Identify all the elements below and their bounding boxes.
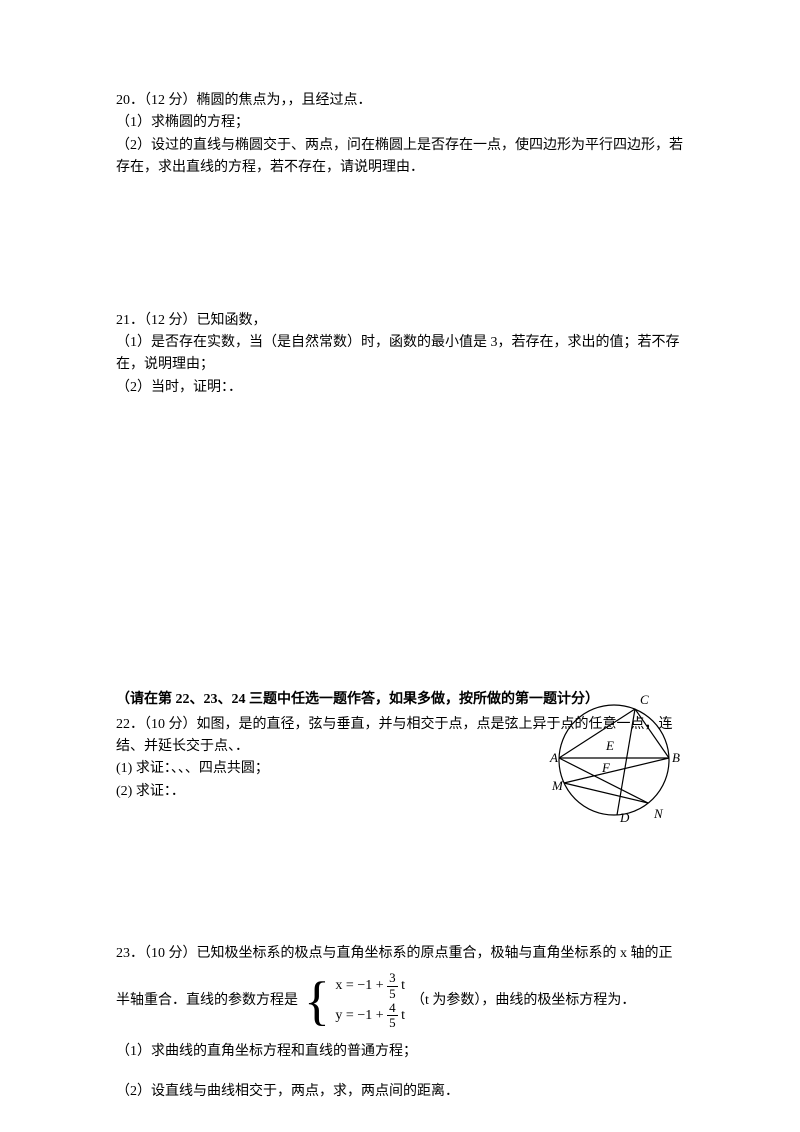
svg-text:E: E <box>605 738 614 753</box>
problem-23: 23．（10 分）已知极坐标系的极点与直角坐标系的原点重合，极轴与直角坐标系的 … <box>116 943 684 1103</box>
svg-text:A: A <box>549 750 558 765</box>
problem-20: 20．（12 分）椭圆的焦点为，，且经过点． （1）求椭圆的方程； （2）设过的… <box>116 90 684 180</box>
p20-q2: （2）设过的直线与椭圆交于、两点，问在椭圆上是否存在一点，使四边形为平行四边形，… <box>116 135 684 180</box>
p20-title: 20．（12 分）椭圆的焦点为，，且经过点． <box>116 90 684 112</box>
p23-q2: （2）设直线与曲线相交于，两点，求，两点间的距离． <box>116 1081 684 1103</box>
p23-q1: （1）求曲线的直角坐标方程和直线的普通方程； <box>116 1041 684 1063</box>
svg-text:F: F <box>601 760 611 775</box>
problem-21: 21．（12 分）已知函数， （1）是否存在实数，当（是自然常数）时，函数的最小… <box>116 310 684 400</box>
svg-text:D: D <box>619 810 630 825</box>
formula-x-prefix: x = −1 + <box>335 978 387 993</box>
p21-q2: （2）当时，证明：． <box>116 377 684 399</box>
parametric-formula: { x = −1 + 35 t y = −1 + 45 t <box>304 971 405 1030</box>
circle-diagram: A B C D EF M N <box>544 690 684 838</box>
p21-q1: （1）是否存在实数，当（是自然常数）时，函数的最小值是 3，若存在，求出的值；若… <box>116 332 684 377</box>
svg-text:N: N <box>653 806 664 821</box>
p21-title: 21．（12 分）已知函数， <box>116 310 684 332</box>
p23-title-part1: 23．（10 分）已知极坐标系的极点与直角坐标系的原点重合，极轴与直角坐标系的 … <box>116 946 673 961</box>
svg-text:B: B <box>672 750 680 765</box>
p23-title-part2a: 半轴重合．直线的参数方程是 <box>116 990 298 1012</box>
formula-y-prefix: y = −1 + <box>335 1008 387 1023</box>
p20-q1: （1）求椭圆的方程； <box>116 112 684 134</box>
svg-text:M: M <box>551 778 564 793</box>
svg-text:C: C <box>640 692 649 707</box>
p23-title-part2b: （t 为参数），曲线的极坐标方程为． <box>411 990 635 1012</box>
